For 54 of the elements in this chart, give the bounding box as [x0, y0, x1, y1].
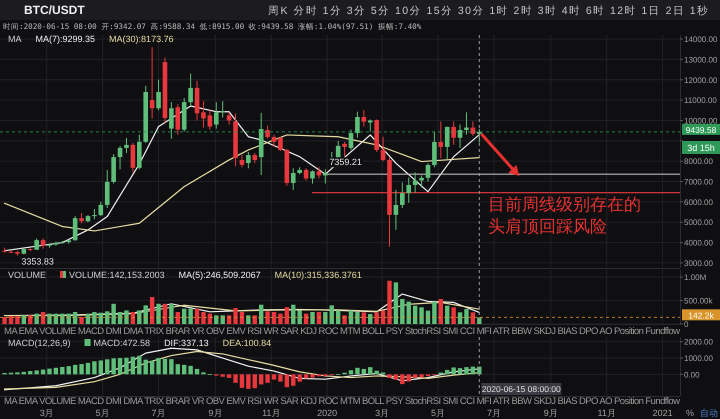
y-tick-label: 13000.00 [684, 55, 718, 64]
y-tick-label: 0.00 [684, 370, 700, 380]
ref-line-label: 9439.58 [686, 124, 717, 135]
y-tick-label: 7000.00 [684, 178, 714, 187]
y-tick-label: 12000.00 [684, 76, 718, 85]
ref-line-label: 2020-06-15 08:00:00 [482, 384, 562, 394]
x-tick-label: 2020 [317, 408, 338, 418]
x-tick-label: 3月 [40, 408, 54, 418]
y-tick-label: 500.00k [684, 296, 714, 306]
x-tick-label: 3月 [375, 408, 390, 418]
y-tick-label: 1.00M [684, 273, 707, 282]
legend-label: VOLUME:142,153.2003 [69, 270, 165, 280]
x-tick-label: 7月 [152, 408, 166, 418]
y-tick-label: 5000.00 [684, 218, 714, 228]
annotation: MA EMA VOLUME MACD DMI DMA TRIX BRAR VR OBV EMV RSI WR SAR KDJ ROC MTM BOLL PSY StochRSI SMI CCI MFI ATR BBW SKDJ BIAS DPO AO Position Fundflow [4, 326, 680, 337]
y-tick-label: 11000.00 [684, 96, 718, 106]
y-tick-label: 6000.00 [684, 198, 714, 207]
text: 3d 15h [687, 143, 715, 153]
x-tick-label: 5月 [431, 408, 446, 418]
x-tick-label: 9月 [208, 408, 222, 418]
text: MA(10):315,336.3761 [274, 270, 362, 280]
y-tick-label: 3000.00 [684, 258, 714, 268]
text: 周K 分时 1分 3分 5分 10分 15分 30分 1时 2时 3时 4时 6时 12时 1日 2日 1秒 [268, 4, 708, 17]
annotation: 7359.21 [329, 157, 362, 168]
y-tick-label: 0 [684, 320, 689, 329]
y-tick-label: 14000.00 [684, 35, 718, 44]
x-tick-label: 9月 [544, 408, 558, 418]
series-label: DIF:337.13 [164, 338, 209, 348]
x-tick-label: 2021 [652, 408, 673, 418]
y-tick-label: 1000.00 [684, 354, 714, 364]
text: % [686, 408, 694, 418]
text: MA(30):8173.76 [109, 34, 174, 44]
annotation: 目前周线级别存在的 [488, 195, 641, 214]
chart-subtitle: MA [8, 34, 22, 44]
y-tick-label: 10000.00 [684, 116, 718, 126]
annotation: 3353.83 [21, 256, 54, 267]
chart-title: VOLUME [8, 270, 46, 280]
text: MA(7):9299.35 [36, 34, 96, 44]
y-tick-label: 8000.00 [684, 157, 714, 166]
ref-line-label: 142.2k [688, 310, 715, 320]
x-tick-label: 11月 [598, 408, 616, 418]
annotation: 头肩顶回踩风险 [488, 217, 607, 236]
annotation: MA EMA VOLUME MACD DMI DMA TRIX BRAR VR OBV EMV RSI WR SAR KDJ ROC MTM BOLL PSY StochRSI SMI CCI MFI ATR BBW SKDJ BIAS DPO AO Position Fundflow [4, 396, 680, 407]
text: MA(5):246,509.2067 [178, 270, 261, 280]
series-label: DEA:100.84 [222, 338, 272, 348]
x-tick-label: 5月 [96, 408, 110, 418]
chart-title: MACD(12,26,9) [8, 338, 71, 348]
text: 自动 [700, 408, 718, 418]
x-tick-label: 11月 [262, 408, 280, 418]
y-tick-label: 2000.00 [684, 338, 714, 347]
x-tick-label: 7月 [486, 408, 501, 418]
chart-title: BTC/USDT [24, 3, 86, 17]
legend-label: MACD:472.58 [94, 338, 150, 348]
y-tick-label: 4000.00 [684, 238, 714, 248]
